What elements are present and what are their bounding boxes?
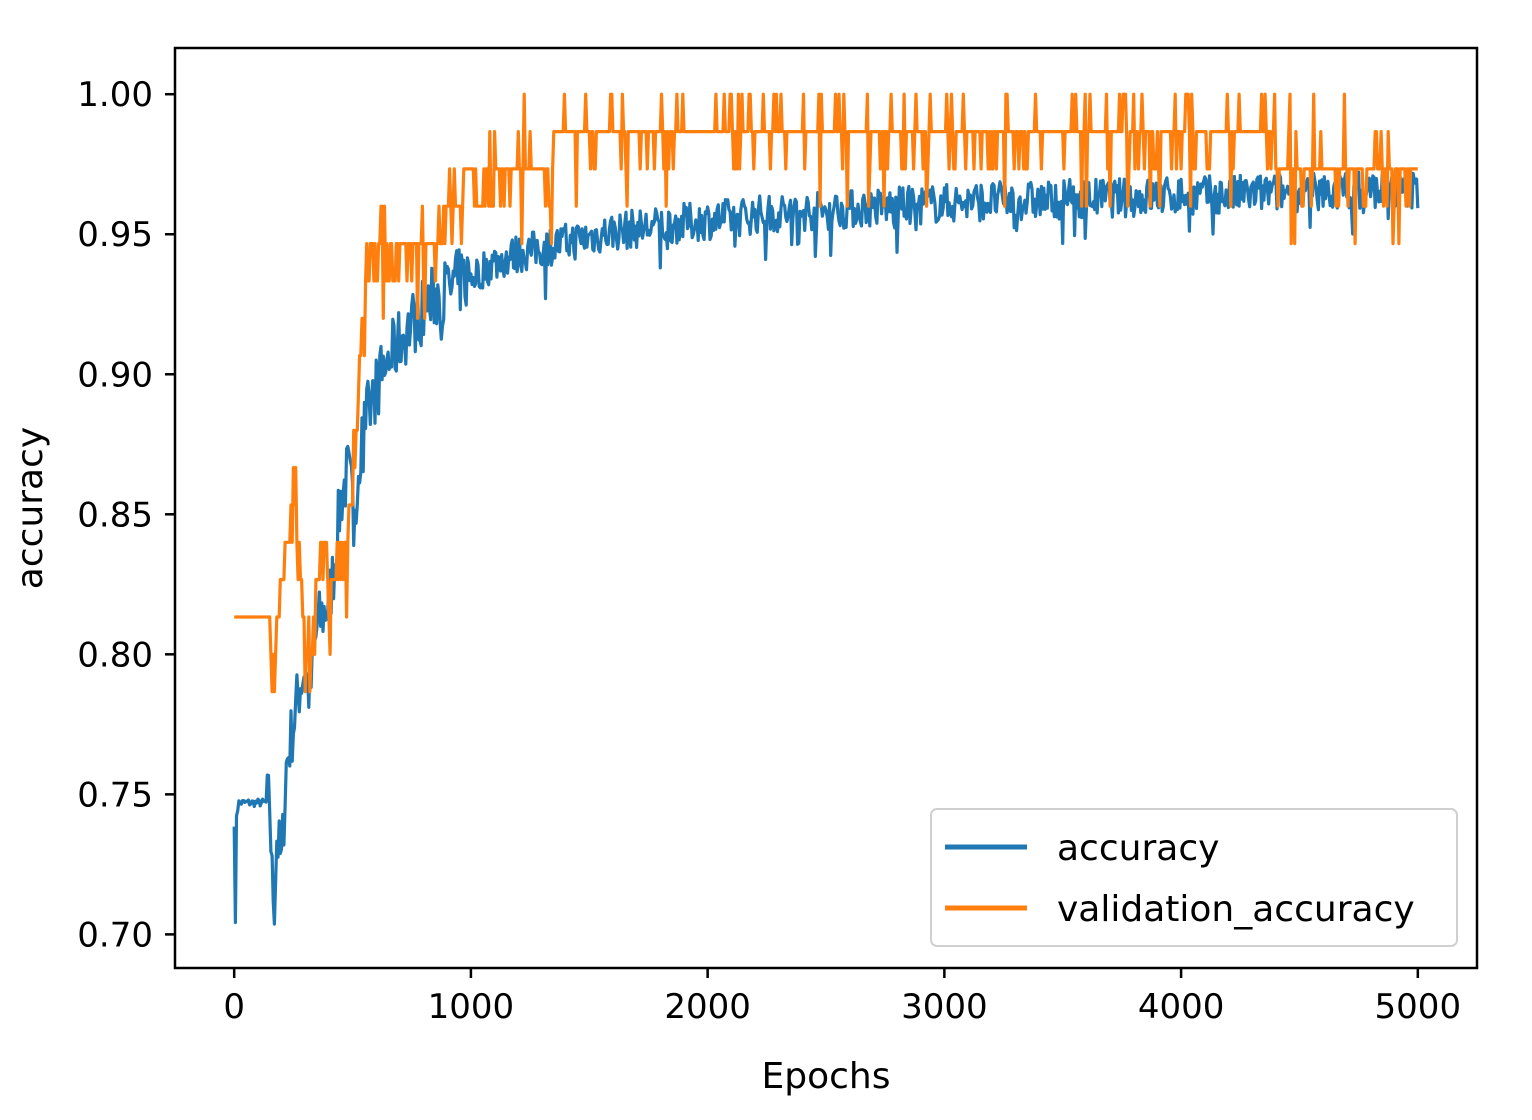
series-accuracy-line — [232, 170, 1420, 926]
y-tick-label: 0.75 — [77, 775, 153, 815]
series-layer — [232, 92, 1420, 926]
y-tick-label: 1.00 — [77, 75, 153, 115]
x-tick-label: 1000 — [428, 987, 515, 1027]
legend-label-validation-accuracy: validation_accuracy — [1057, 889, 1415, 930]
x-tick-label: 5000 — [1375, 987, 1462, 1027]
x-tick-label: 0 — [223, 987, 245, 1027]
x-axis-title: Epochs — [762, 1056, 891, 1097]
x-axis: 0 1000 2000 3000 4000 5000 — [223, 968, 1461, 1027]
y-tick-label: 0.85 — [77, 495, 153, 535]
y-tick-label: 0.80 — [77, 635, 153, 675]
y-tick-label: 0.90 — [77, 355, 153, 395]
x-tick-label: 2000 — [664, 987, 751, 1027]
y-tick-label: 0.95 — [77, 215, 153, 255]
y-axis: 0.70 0.75 0.80 0.85 0.90 0.95 1.00 — [77, 75, 175, 955]
legend: accuracy validation_accuracy — [930, 808, 1458, 947]
x-tick-label: 3000 — [901, 987, 988, 1027]
legend-label-accuracy: accuracy — [1057, 828, 1219, 869]
y-tick-label: 0.70 — [77, 915, 153, 955]
x-tick-label: 4000 — [1138, 987, 1225, 1027]
plot-frame — [173, 46, 1479, 970]
series-validation-accuracy-line — [233, 92, 1419, 694]
legend-box — [930, 808, 1458, 947]
y-axis-title: accuracy — [10, 427, 51, 589]
